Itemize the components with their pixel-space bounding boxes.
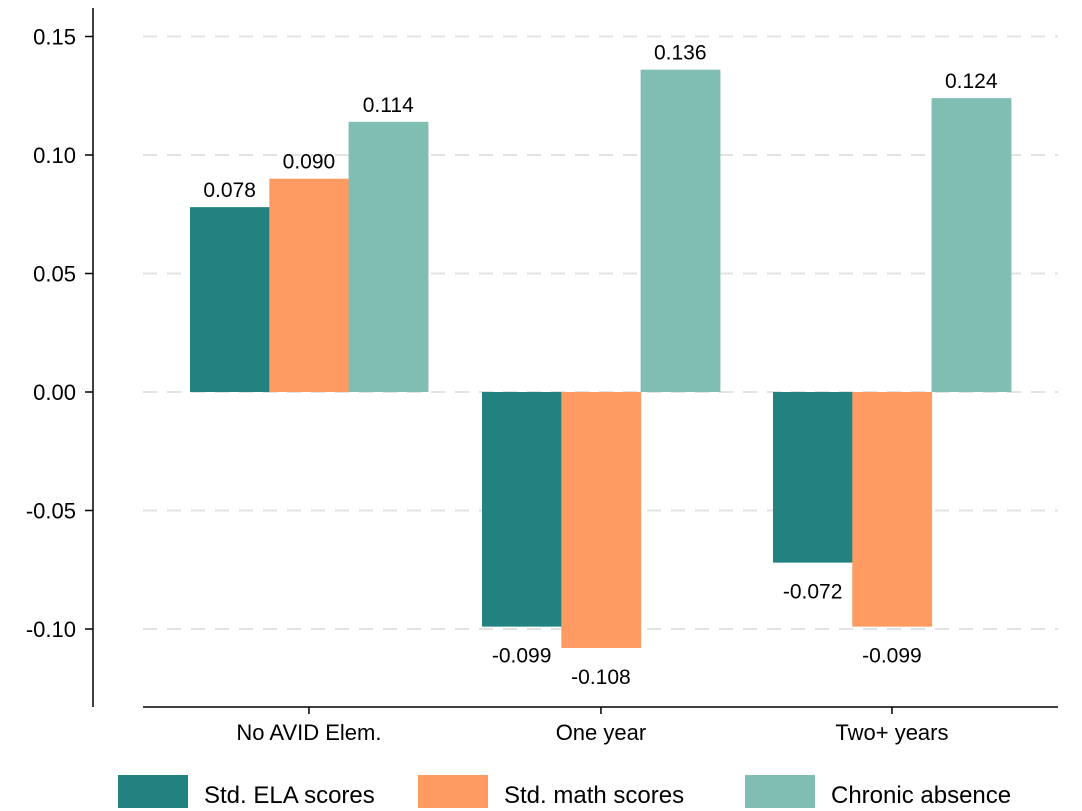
bar (269, 178, 350, 392)
y-axis-ticks: 0.15 0.10 0.05 0.00 -0.05 -0.10 (26, 25, 93, 642)
data-label: -0.108 (571, 666, 631, 689)
bar (773, 392, 853, 563)
y-tick-label: -0.05 (26, 499, 76, 524)
bar (190, 207, 270, 392)
bar (852, 392, 933, 627)
bar (931, 98, 1012, 393)
legend-swatch (418, 775, 488, 808)
data-labels: 0.078 0.090 0.114 -0.099 -0.108 0.136 -0.072 -0… (203, 42, 997, 689)
data-label: 0.136 (654, 42, 707, 65)
data-label: 0.124 (945, 70, 998, 93)
legend-swatch (745, 775, 815, 808)
bars (190, 69, 1012, 648)
data-label: -0.099 (862, 645, 922, 668)
legend: Std. ELA scores Std. math scores Chronic a… (118, 775, 1011, 809)
x-tick-label: One year (556, 720, 647, 745)
y-tick-label: 0.05 (33, 262, 76, 287)
data-label: 0.090 (283, 151, 336, 174)
data-label: 0.114 (363, 94, 414, 117)
legend-label: Std. math scores (504, 782, 684, 809)
data-label: 0.078 (203, 179, 256, 202)
y-tick-label: 0.00 (33, 380, 76, 405)
x-axis-ticks: No AVID Elem. One year Two+ years (236, 707, 949, 745)
bar (348, 121, 429, 392)
data-label: -0.099 (492, 645, 552, 668)
y-tick-label: -0.10 (26, 617, 76, 642)
y-tick-label: 0.15 (33, 25, 76, 50)
bar (482, 392, 562, 627)
legend-label: Chronic absence (831, 782, 1011, 809)
bar (640, 69, 721, 393)
legend-swatch (118, 775, 188, 808)
data-label: -0.072 (783, 581, 843, 604)
bar (561, 392, 642, 648)
x-tick-label: No AVID Elem. (236, 720, 381, 745)
legend-label: Std. ELA scores (204, 782, 375, 809)
y-tick-label: 0.10 (33, 143, 76, 168)
x-tick-label: Two+ years (835, 720, 948, 745)
